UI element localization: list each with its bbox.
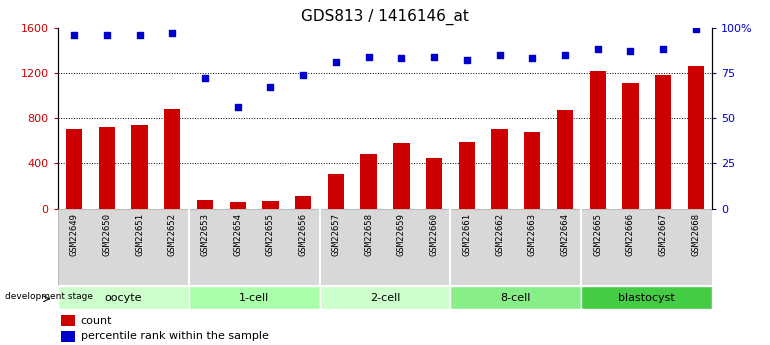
Text: GSM22656: GSM22656 [299,213,308,256]
FancyBboxPatch shape [581,286,712,309]
Text: 1-cell: 1-cell [239,293,270,303]
Bar [360,155,377,209]
Point [297,72,310,78]
Point [133,32,146,38]
Text: GSM22666: GSM22666 [626,213,635,256]
Point [166,30,179,36]
Bar [655,75,671,209]
Point [232,105,244,110]
Point [428,54,440,59]
Text: GSM22654: GSM22654 [233,213,243,256]
Text: GSM22668: GSM22668 [691,213,701,256]
Point [657,47,669,52]
Bar [197,200,213,209]
Bar [99,127,115,209]
FancyBboxPatch shape [189,286,320,309]
Point [460,57,473,63]
Text: 8-cell: 8-cell [500,293,531,303]
Text: GSM22665: GSM22665 [593,213,602,256]
Bar [393,143,410,209]
Point [330,59,342,65]
Text: GSM22657: GSM22657 [331,213,340,256]
Point [395,56,407,61]
Text: GSM22661: GSM22661 [462,213,471,256]
Point [526,56,538,61]
Title: GDS813 / 1416146_at: GDS813 / 1416146_at [301,9,469,25]
Point [624,48,637,54]
Point [264,85,276,90]
Text: GSM22651: GSM22651 [135,213,144,256]
Bar [164,109,180,209]
FancyBboxPatch shape [58,209,712,285]
Bar [426,158,442,209]
Text: GSM22655: GSM22655 [266,213,275,256]
Point [363,54,375,59]
Point [591,47,604,52]
Bar [524,132,541,209]
Point [559,52,571,58]
FancyBboxPatch shape [450,286,581,309]
Bar [263,201,279,209]
Text: GSM22652: GSM22652 [168,213,177,256]
Bar [688,66,704,209]
Bar [590,71,606,209]
Point [101,32,113,38]
Text: GSM22662: GSM22662 [495,213,504,256]
Point [68,32,80,38]
Text: GSM22663: GSM22663 [527,213,537,256]
Bar [132,125,148,209]
Text: GSM22653: GSM22653 [200,213,209,256]
Text: oocyte: oocyte [105,293,142,303]
Bar [61,331,75,342]
Text: percentile rank within the sample: percentile rank within the sample [81,331,269,341]
Text: blastocyst: blastocyst [618,293,675,303]
Text: GSM22664: GSM22664 [561,213,570,256]
Bar [557,110,573,209]
Text: GSM22658: GSM22658 [364,213,373,256]
Bar [295,196,311,209]
Bar [491,129,507,209]
Text: GSM22667: GSM22667 [658,213,668,256]
Point [199,76,211,81]
Text: development stage: development stage [5,292,92,301]
Point [690,27,702,32]
Text: GSM22649: GSM22649 [69,213,79,256]
Point [494,52,506,58]
Bar [622,83,638,209]
Text: GSM22659: GSM22659 [397,213,406,256]
Text: GSM22660: GSM22660 [430,213,439,256]
FancyBboxPatch shape [58,286,189,309]
Bar [459,142,475,209]
FancyBboxPatch shape [320,286,450,309]
Bar [328,174,344,209]
Text: 2-cell: 2-cell [370,293,400,303]
Text: GSM22650: GSM22650 [102,213,112,256]
Text: count: count [81,316,112,325]
Bar [61,315,75,326]
Bar [66,129,82,209]
Bar [229,203,246,209]
